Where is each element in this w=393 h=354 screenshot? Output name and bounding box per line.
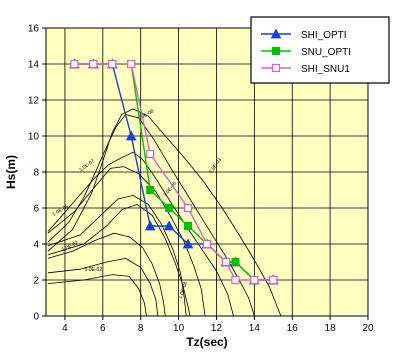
square-marker xyxy=(184,222,193,230)
x-tick-label: 4 xyxy=(62,323,68,334)
open-square-marker xyxy=(231,275,240,285)
contour-line xyxy=(47,274,147,317)
y-tick-label: 10 xyxy=(28,132,40,143)
x-tick-label: 6 xyxy=(100,323,106,334)
open-square-marker xyxy=(183,203,193,213)
triangle-marker xyxy=(182,238,194,249)
square-marker xyxy=(146,186,155,194)
contour-line xyxy=(47,108,282,317)
y-tick-label: 6 xyxy=(33,204,39,215)
legend-item: SHI_OPTI xyxy=(261,28,347,41)
legend-item: SNU_OPTI xyxy=(261,47,351,58)
legend-label: SNU_OPTI xyxy=(301,47,351,58)
open-square-marker xyxy=(271,63,281,73)
x-tick-label: 12 xyxy=(211,323,223,334)
legend-item: SHI_SNU1 xyxy=(261,63,350,75)
triangle-marker xyxy=(144,220,156,231)
contour-line xyxy=(47,113,255,317)
legend-label: SHI_OPTI xyxy=(301,30,347,41)
x-tick-label: 18 xyxy=(325,323,337,334)
contour-line xyxy=(47,166,206,317)
y-tick-label: 12 xyxy=(28,96,40,107)
contour-label: 1.0E-04 xyxy=(178,281,190,300)
x-tick-label: 20 xyxy=(362,323,374,334)
y-tick-label: 16 xyxy=(28,24,40,35)
open-square-marker xyxy=(202,239,212,249)
square-marker xyxy=(231,258,240,266)
data-series xyxy=(69,58,279,285)
open-square-marker xyxy=(70,59,79,69)
triangle-marker xyxy=(270,28,282,39)
x-axis-title: Tz(sec) xyxy=(186,335,227,349)
open-square-marker xyxy=(250,275,259,285)
contour-line xyxy=(47,194,187,317)
open-square-marker xyxy=(269,275,278,285)
legend-label: SHI_SNU1 xyxy=(301,64,350,75)
contour-line xyxy=(47,257,159,317)
x-tick-label: 16 xyxy=(287,323,299,334)
x-tick-label: 14 xyxy=(249,323,261,334)
triangle-marker xyxy=(163,220,175,231)
open-square-marker xyxy=(89,59,98,69)
contour-line xyxy=(47,203,191,317)
tick-labels: 4 6 8 10 12 14 16 18 20 0 2 4 6 8 10 12 14 16 xyxy=(28,24,374,335)
y-tick-label: 4 xyxy=(33,240,39,251)
triangle-marker xyxy=(125,130,137,141)
contour-line xyxy=(47,151,234,317)
contour-line xyxy=(47,232,166,317)
y-tick-label: 8 xyxy=(33,168,39,179)
y-tick-label: 0 xyxy=(33,312,39,323)
open-square-marker xyxy=(146,149,155,159)
square-marker xyxy=(272,47,280,55)
y-tick-label: 2 xyxy=(33,276,39,287)
contour-label: 5.0E-02 xyxy=(85,267,103,273)
open-square-marker xyxy=(108,59,117,69)
square-marker xyxy=(165,204,174,212)
y-tick-label: 14 xyxy=(28,60,40,71)
x-tick-label: 8 xyxy=(138,323,144,334)
legend: SHI_OPTI SNU_OPTI SHI_SNU1 xyxy=(250,16,390,84)
open-square-marker xyxy=(221,257,231,267)
series-SHI_SNU1 xyxy=(70,59,278,285)
open-square-marker xyxy=(127,59,136,69)
x-tick-label: 10 xyxy=(173,323,185,334)
y-axis-title: Hs(m) xyxy=(4,155,18,189)
